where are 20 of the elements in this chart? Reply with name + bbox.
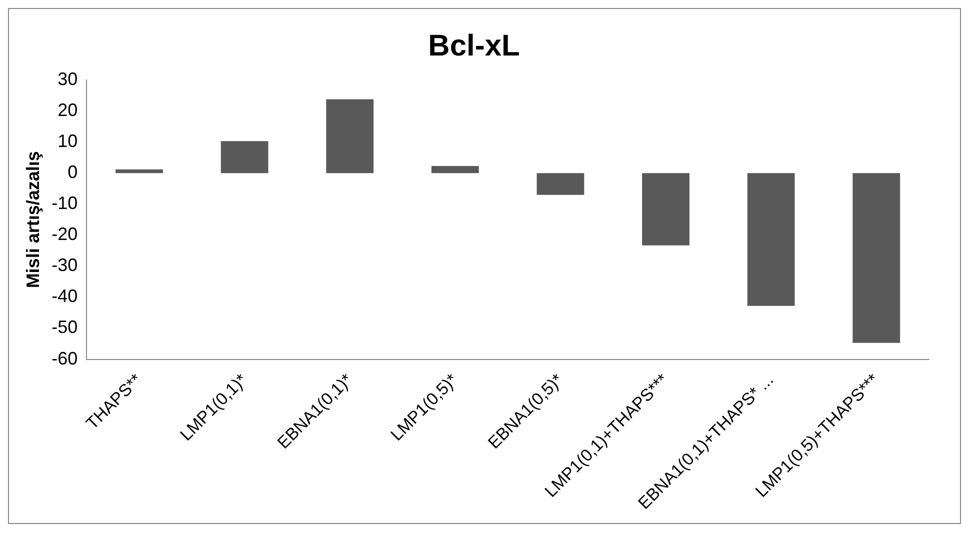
- y-tick-label: 20: [58, 100, 78, 120]
- y-tick-label: 10: [58, 131, 78, 152]
- bar: [116, 169, 163, 174]
- y-tick-label: -30: [52, 255, 78, 276]
- y-tick-label: 30: [58, 68, 78, 89]
- bar: [220, 141, 268, 174]
- y-tick-label: -60: [52, 348, 78, 368]
- y-axis-title: Misli artış/azalış: [22, 151, 43, 288]
- y-tick-label: 0: [68, 162, 78, 182]
- y-tick-label: -40: [52, 286, 78, 306]
- bar: [747, 173, 795, 306]
- bar: [852, 173, 900, 343]
- chart-title: Bcl-xL: [428, 29, 520, 62]
- y-tick-label: -20: [52, 224, 78, 244]
- bar: [642, 173, 690, 246]
- y-tick-label: -50: [52, 317, 78, 338]
- bar: [431, 166, 479, 174]
- y-tick-label: -10: [52, 193, 78, 214]
- bar: [536, 173, 584, 195]
- bar: [326, 99, 374, 174]
